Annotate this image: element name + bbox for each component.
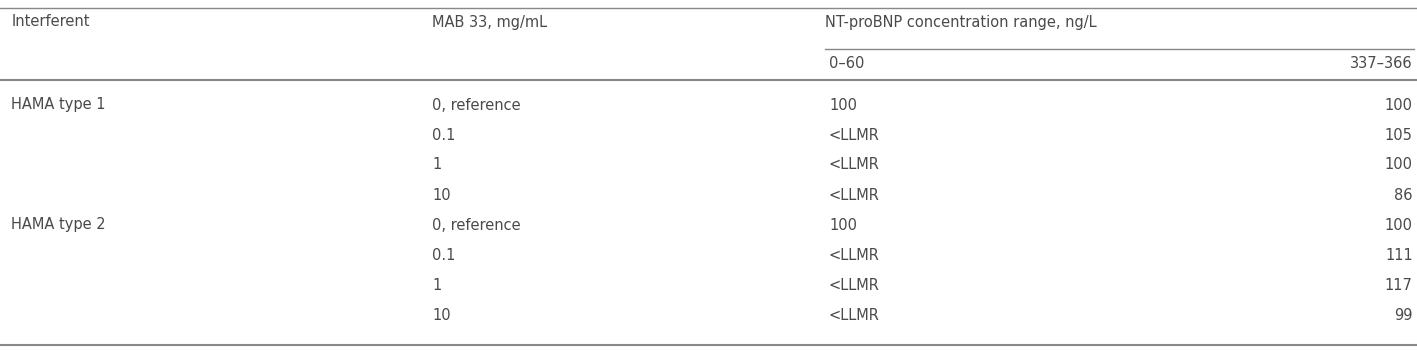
Text: NT-proBNP concentration range, ng/L: NT-proBNP concentration range, ng/L [825,14,1097,30]
Text: 100: 100 [829,97,857,113]
Text: 100: 100 [829,217,857,233]
Text: <LLMR: <LLMR [829,247,880,263]
Text: 0.1: 0.1 [432,127,455,143]
Text: MAB 33, mg/mL: MAB 33, mg/mL [432,14,547,30]
Text: Interferent: Interferent [11,14,89,30]
Text: 100: 100 [1384,217,1413,233]
Text: 337–366: 337–366 [1350,56,1413,72]
Text: HAMA type 2: HAMA type 2 [11,217,106,233]
Text: 10: 10 [432,187,451,203]
Text: 100: 100 [1384,97,1413,113]
Text: <LLMR: <LLMR [829,127,880,143]
Text: <LLMR: <LLMR [829,277,880,293]
Text: <LLMR: <LLMR [829,157,880,173]
Text: HAMA type 1: HAMA type 1 [11,97,106,113]
Text: 0, reference: 0, reference [432,217,521,233]
Text: 100: 100 [1384,157,1413,173]
Text: 0, reference: 0, reference [432,97,521,113]
Text: 111: 111 [1384,247,1413,263]
Text: 1: 1 [432,157,442,173]
Text: 0.1: 0.1 [432,247,455,263]
Text: <LLMR: <LLMR [829,187,880,203]
Text: <LLMR: <LLMR [829,307,880,323]
Text: 105: 105 [1384,127,1413,143]
Text: 99: 99 [1394,307,1413,323]
Text: 117: 117 [1384,277,1413,293]
Text: 86: 86 [1394,187,1413,203]
Text: 10: 10 [432,307,451,323]
Text: 0–60: 0–60 [829,56,864,72]
Text: 1: 1 [432,277,442,293]
